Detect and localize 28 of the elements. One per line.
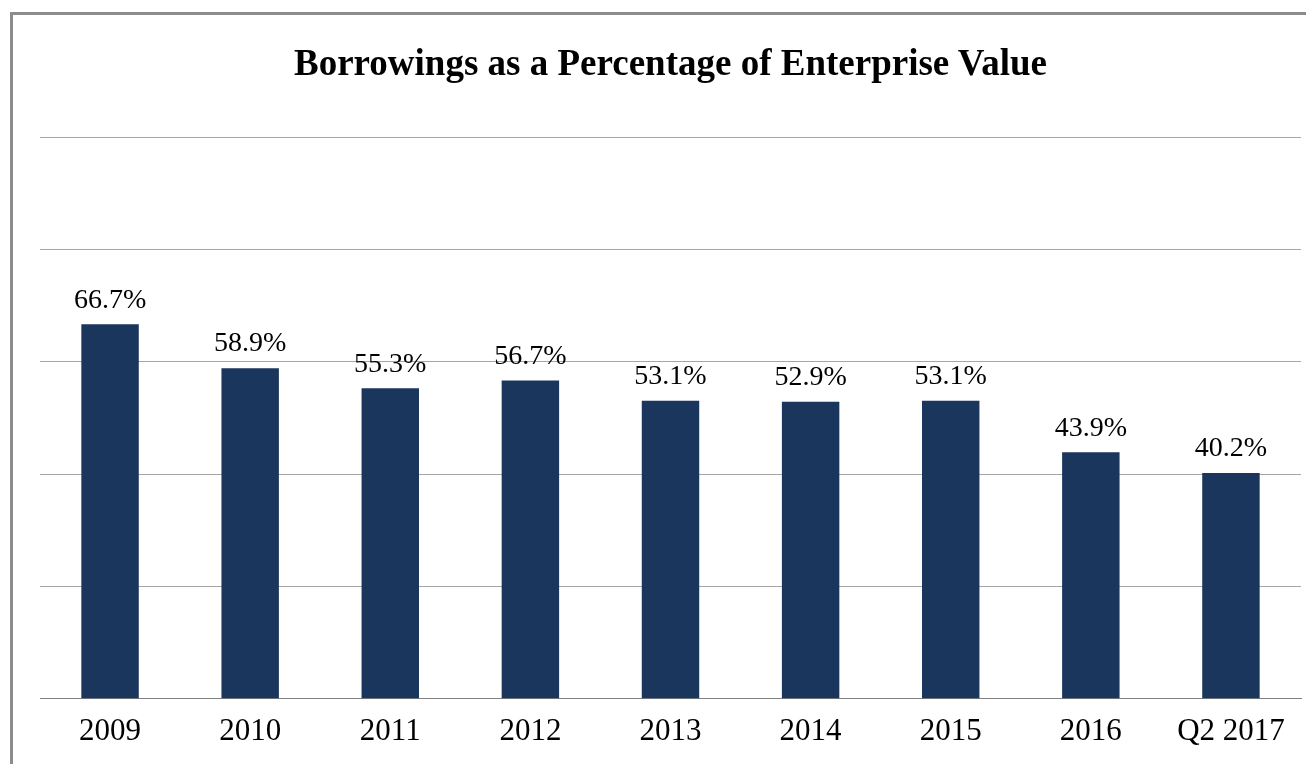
x-tick-label: 2016 [1059,711,1122,747]
x-tick-label: 2009 [79,711,142,747]
x-tick-label: 2014 [779,711,843,747]
x-tick-label: 2011 [359,711,421,747]
bar [81,324,139,699]
bar [501,380,560,699]
data-label: 53.1% [634,359,707,391]
data-label: 52.9% [774,360,847,392]
bar [922,400,980,699]
bar [1062,452,1120,699]
bar [781,401,840,699]
x-tick-label: 2010 [219,711,282,747]
bar [361,388,419,699]
data-label: 56.7% [494,338,567,370]
data-label: 58.9% [214,326,287,358]
bar [1202,473,1260,699]
data-label: 66.7% [73,282,147,314]
data-label: 55.3% [354,346,427,378]
x-tick-label: Q2 2017 [1177,711,1285,747]
chart-title: Borrowings as a Percentage of Enterprise Value [294,41,1047,83]
bar [221,368,279,699]
data-label: 40.2% [1194,431,1268,463]
bar [641,400,700,699]
data-label: 43.9% [1054,410,1127,442]
x-tick-label: 2012 [499,711,562,747]
x-tick-label: 2015 [919,711,982,747]
x-tick-label: 2013 [639,711,702,747]
data-label: 53.1% [914,359,987,391]
